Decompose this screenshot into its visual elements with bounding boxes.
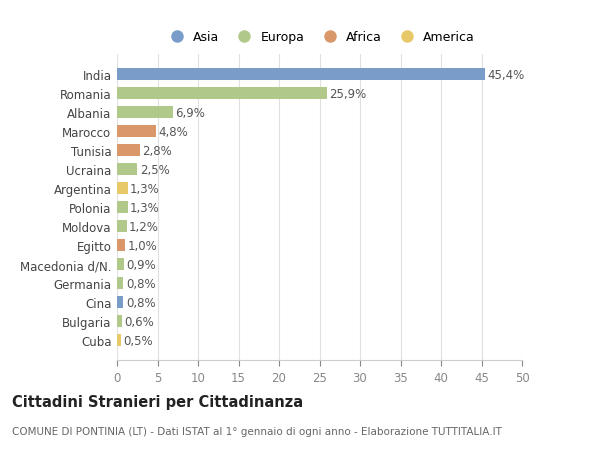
Bar bbox=[117, 315, 122, 328]
Bar bbox=[117, 202, 128, 214]
Text: 1,2%: 1,2% bbox=[129, 220, 159, 233]
Text: 0,5%: 0,5% bbox=[124, 334, 153, 347]
Bar bbox=[117, 258, 124, 271]
Bar bbox=[117, 277, 124, 290]
Text: 2,8%: 2,8% bbox=[142, 145, 172, 157]
Bar bbox=[117, 220, 127, 233]
Text: 25,9%: 25,9% bbox=[329, 88, 367, 101]
Text: 0,6%: 0,6% bbox=[124, 315, 154, 328]
Text: 0,8%: 0,8% bbox=[126, 277, 155, 290]
Text: 1,3%: 1,3% bbox=[130, 201, 160, 214]
Text: 0,8%: 0,8% bbox=[126, 296, 155, 309]
Text: 4,8%: 4,8% bbox=[158, 125, 188, 139]
Bar bbox=[117, 183, 128, 195]
Text: 2,5%: 2,5% bbox=[140, 163, 169, 176]
Text: 0,9%: 0,9% bbox=[127, 258, 157, 271]
Bar bbox=[117, 69, 485, 81]
Bar bbox=[117, 145, 140, 157]
Bar bbox=[117, 126, 156, 138]
Text: Cittadini Stranieri per Cittadinanza: Cittadini Stranieri per Cittadinanza bbox=[12, 394, 303, 409]
Text: 1,0%: 1,0% bbox=[128, 239, 157, 252]
Bar bbox=[117, 88, 327, 100]
Bar bbox=[117, 296, 124, 308]
Bar bbox=[117, 107, 173, 119]
Text: 6,9%: 6,9% bbox=[175, 106, 205, 119]
Bar bbox=[117, 240, 125, 252]
Legend: Asia, Europa, Africa, America: Asia, Europa, Africa, America bbox=[160, 26, 479, 49]
Text: 45,4%: 45,4% bbox=[487, 69, 524, 82]
Bar bbox=[117, 164, 137, 176]
Bar bbox=[117, 334, 121, 347]
Text: 1,3%: 1,3% bbox=[130, 182, 160, 195]
Text: COMUNE DI PONTINIA (LT) - Dati ISTAT al 1° gennaio di ogni anno - Elaborazione T: COMUNE DI PONTINIA (LT) - Dati ISTAT al … bbox=[12, 426, 502, 436]
